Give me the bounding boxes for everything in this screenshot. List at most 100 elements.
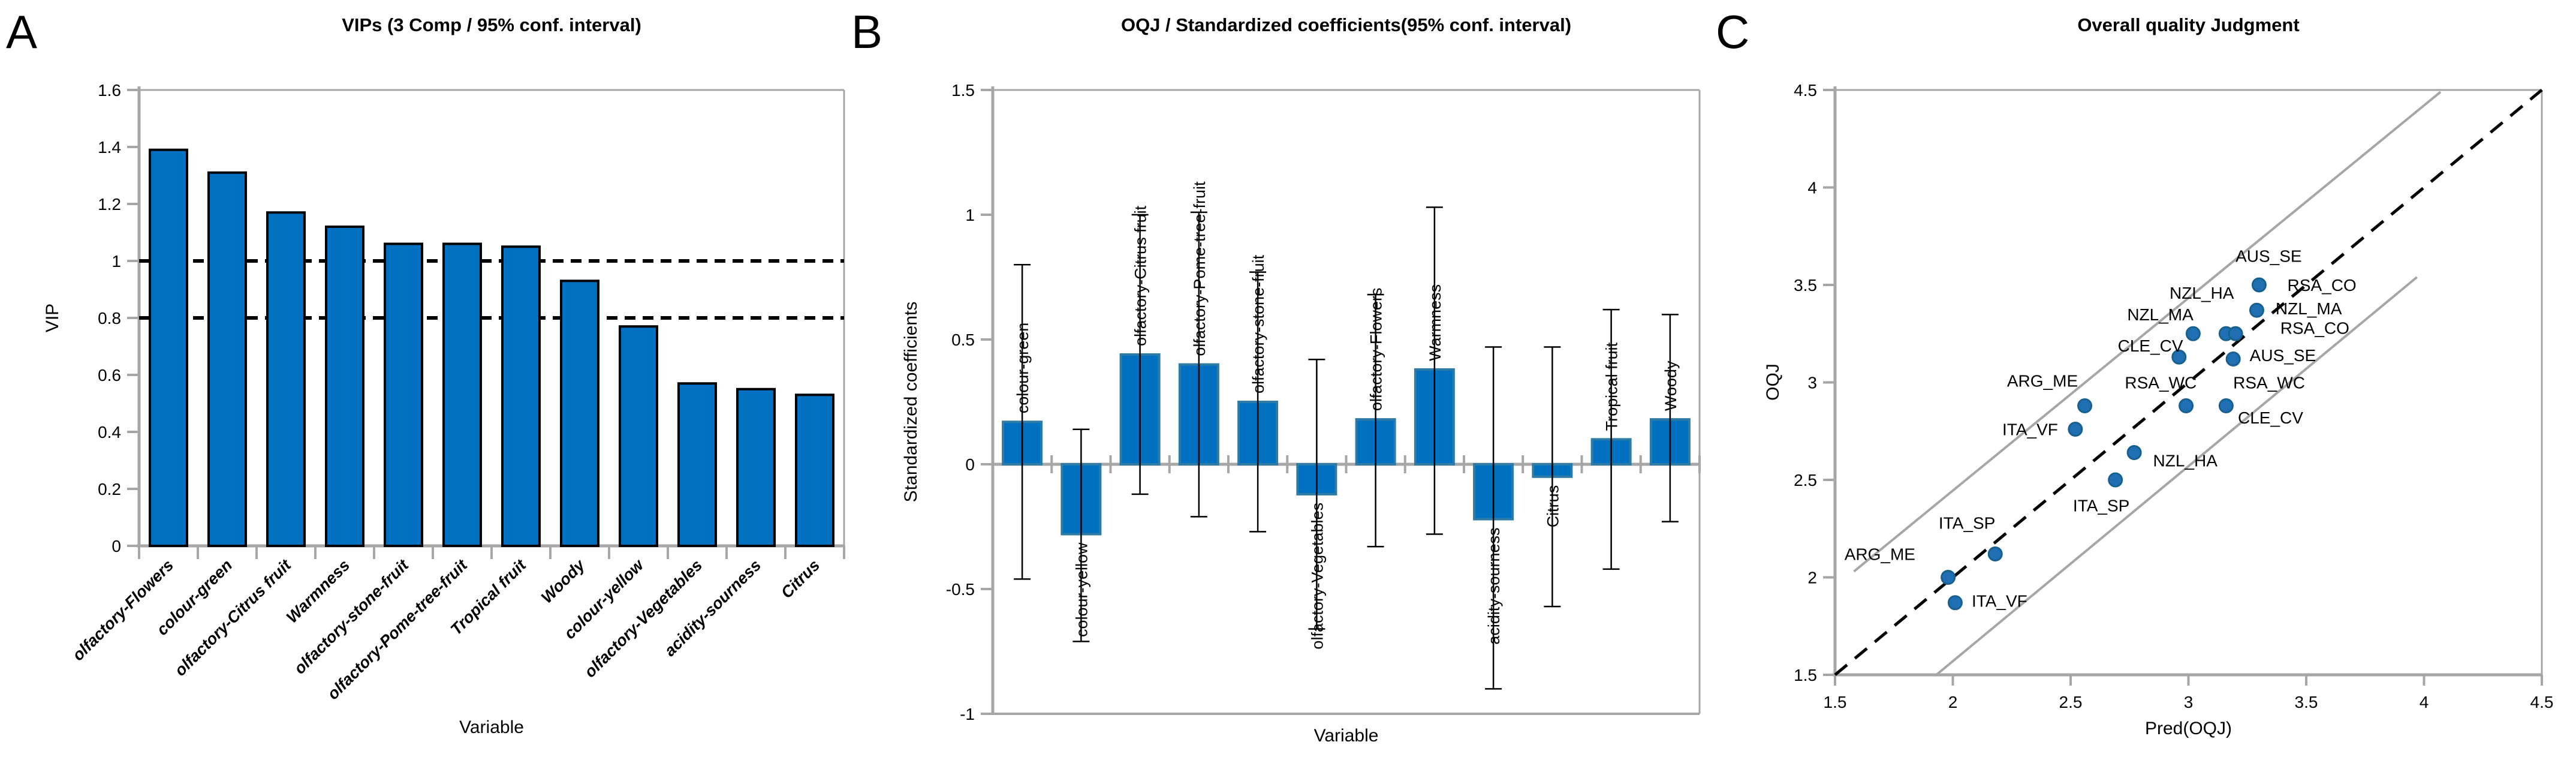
x-category-label: acidity-sourness [661, 556, 764, 660]
bar-category-label: olfactory-Pome-tree-fruit [1191, 181, 1209, 356]
scatter-point [1947, 595, 1963, 611]
y-tick-label: 2 [1807, 569, 1817, 587]
point-label: ITA_VF [2002, 420, 2058, 439]
scatter-point [1941, 570, 1956, 585]
point-label: ITA_VF [1972, 592, 2027, 611]
scatter-point [2249, 302, 2264, 318]
y-tick-label: 1 [112, 252, 121, 271]
point-label: RSA_CO [2288, 276, 2357, 295]
bar [619, 325, 658, 547]
scatter-point [2185, 326, 2201, 341]
x-tick-label: 4 [2420, 693, 2429, 711]
y-tick-label: 3 [1807, 374, 1817, 392]
conf-band-upper [1853, 91, 2442, 573]
y-tick-label: 1.5 [951, 81, 975, 100]
bar [207, 171, 247, 547]
bar [384, 242, 423, 547]
y-tick-label: 0 [112, 537, 121, 555]
y-tick-label: 0.5 [951, 331, 975, 349]
scatter-point [2218, 398, 2234, 413]
bar-category-label: Warmness [1426, 284, 1444, 361]
panel-b-x-axis-title: Variable [1313, 726, 1379, 746]
bar [795, 393, 834, 547]
panel-letter-b: B [851, 5, 883, 58]
y-tick-label: -0.5 [946, 580, 975, 599]
point-label: ARG_ME [1845, 545, 1915, 564]
scatter-point [2126, 445, 2142, 460]
x-tick-label: 1.5 [1824, 693, 1847, 711]
panel-b-title: OQJ / Standardized coefficients(95% conf… [1120, 14, 1572, 35]
bar [560, 280, 599, 547]
x-category-label: Woody [538, 555, 589, 607]
x-tick-label: 4.5 [2530, 693, 2554, 711]
bar [736, 387, 776, 547]
bar-category-label: colour-yellow [1072, 542, 1090, 637]
point-label: AUS_SE [2235, 247, 2302, 265]
point-label: NZL_MA [2127, 305, 2194, 324]
bar [325, 226, 364, 547]
panel-c-x-axis-title: Pred(OQJ) [2144, 719, 2232, 738]
bar [149, 148, 188, 547]
scatter-point [2251, 277, 2267, 293]
scatter-point [1987, 546, 2003, 561]
panel-letter-a: A [6, 5, 38, 58]
panel-c-y-axis-title: OQJ [1763, 364, 1783, 401]
point-label: RSA_CO [2280, 319, 2349, 338]
scatter-point [2179, 398, 2194, 413]
panel-a-y-axis-title: VIP [43, 303, 62, 333]
point-label: NZL_MA [2276, 299, 2342, 318]
y-tick-label: 1 [965, 206, 975, 224]
point-label: NZL_HA [2170, 284, 2234, 302]
scatter-point [2068, 422, 2083, 437]
scatter-point [2171, 349, 2187, 365]
point-label: RSA_WC [2125, 374, 2197, 392]
y-tick-label: 0 [965, 455, 975, 474]
x-category-label: olfactory-Vegetables [581, 556, 706, 681]
x-tick-label: 3 [2184, 693, 2194, 711]
bar-category-label: olfactory-Flowers [1367, 288, 1385, 411]
point-label: ITA_SP [1939, 514, 1995, 533]
point-label: NZL_HA [2153, 452, 2218, 470]
y-tick-label: 1.5 [1794, 666, 1817, 684]
point-label: CLE_CV [2238, 408, 2303, 427]
x-tick-label: 2 [1948, 693, 1958, 711]
bar-category-label: olfactory-stone-fruit [1249, 254, 1267, 393]
y-tick-label: -1 [960, 705, 975, 723]
y-tick-label: 2.5 [1794, 471, 1817, 489]
bar [266, 211, 306, 547]
x-category-label: olfactory-stone-fruit [291, 555, 412, 677]
y-tick-label: 4.5 [1794, 81, 1817, 100]
scatter-point [2108, 472, 2123, 488]
scatter-point [2077, 398, 2093, 413]
bar-category-label: Tropical fruit [1603, 342, 1621, 431]
bar-category-label: Citrus [1544, 485, 1562, 528]
y-tick-label: 0.6 [98, 366, 121, 384]
bar [677, 382, 717, 547]
y-tick-label: 3.5 [1794, 276, 1817, 295]
point-label: RSA_WC [2233, 374, 2305, 392]
y-tick-label: 1.4 [98, 138, 121, 157]
point-label: ARG_ME [2007, 371, 2078, 390]
x-category-label: olfactory-Flowers [69, 556, 177, 664]
y-tick-label: 0.2 [98, 480, 121, 498]
bar [501, 245, 541, 547]
y-tick-label: 4 [1807, 179, 1817, 197]
bar-category-label: olfactory-Citrus fruit [1132, 205, 1150, 346]
panel-a-x-axis-title: Variable [459, 717, 524, 737]
x-category-label: Citrus [778, 556, 823, 602]
x-tick-label: 3.5 [2295, 693, 2318, 711]
panel-b-y-axis-title: Standardized coefficients [901, 301, 921, 503]
panel-c-title: Overall quality Judgment [2077, 14, 2300, 35]
y-tick-label: 1.6 [98, 81, 121, 100]
bar-category-label: olfactory-Vegetables [1308, 503, 1326, 650]
bar-category-label: colour-green [1014, 323, 1032, 414]
bar [442, 242, 482, 547]
panel-letter-c: C [1716, 5, 1750, 58]
scatter-point [2225, 352, 2241, 367]
panel-a-title: VIPs (3 Comp / 95% conf. interval) [342, 14, 641, 35]
scatter-point [2228, 326, 2243, 341]
bar-category-label: Woody [1662, 361, 1680, 411]
bar-category-label: acidity-sourness [1485, 528, 1503, 645]
